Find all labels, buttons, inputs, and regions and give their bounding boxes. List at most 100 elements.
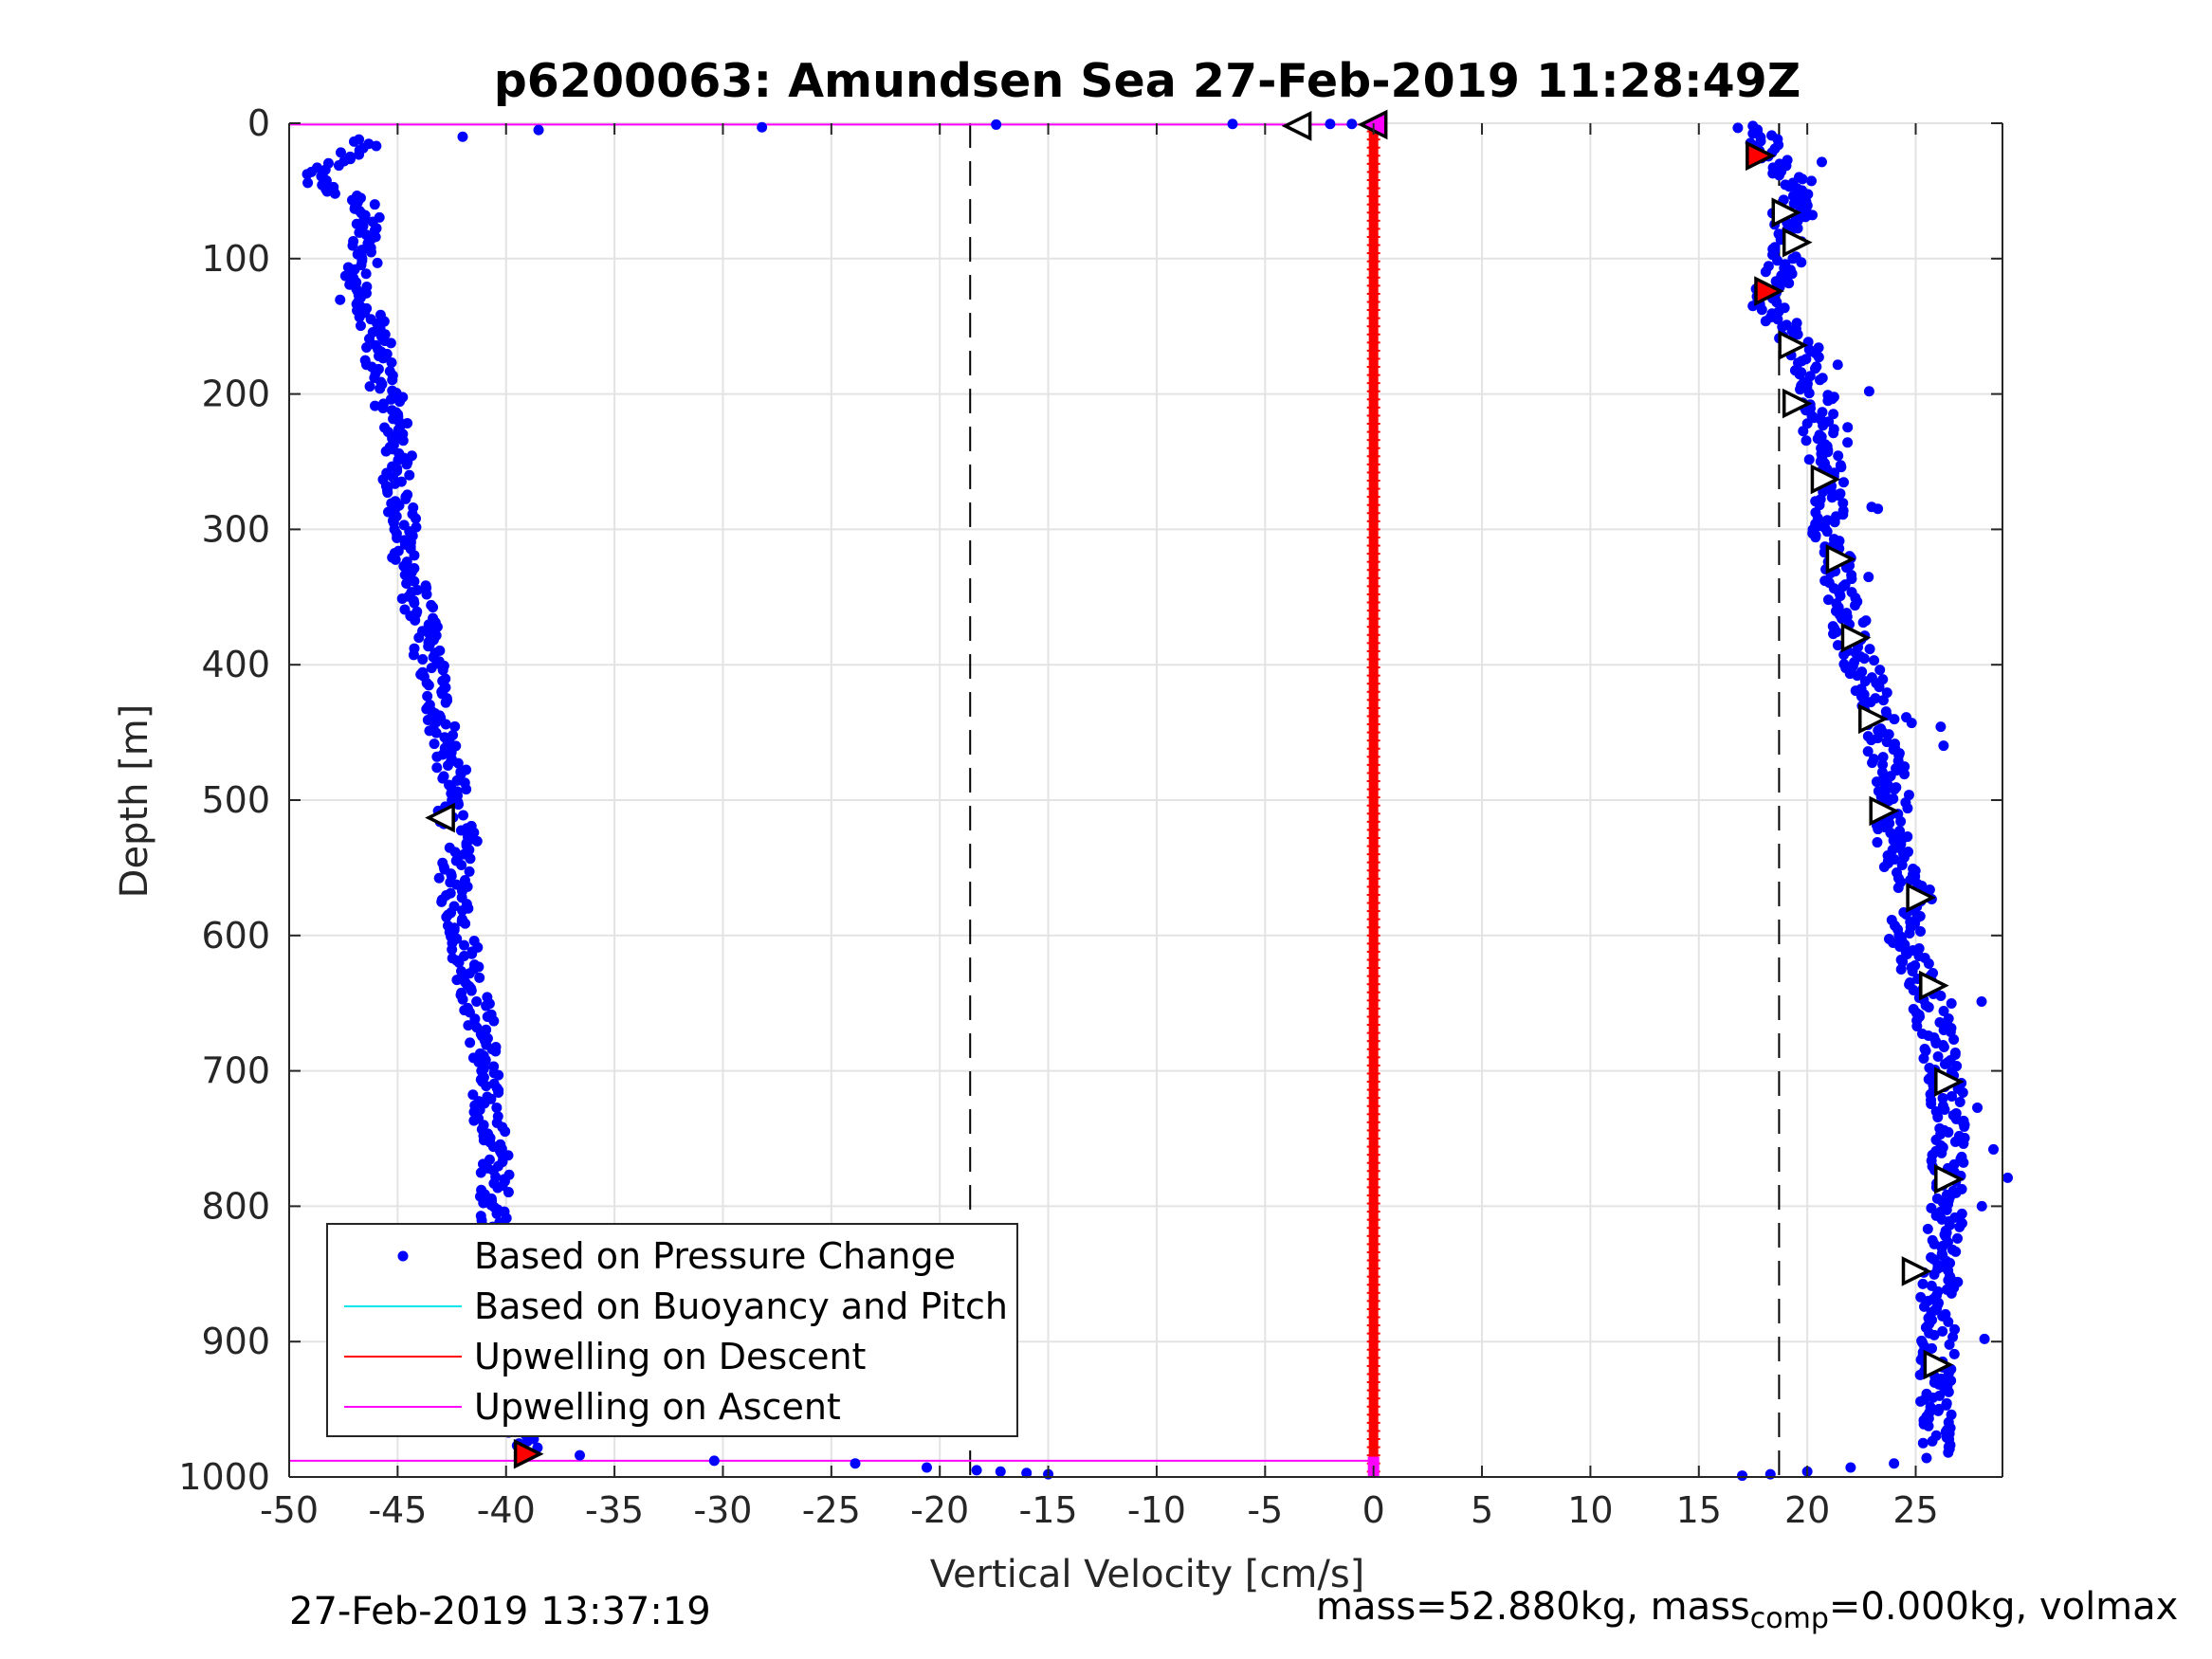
pressure-point	[1792, 223, 1803, 234]
pressure-point	[1947, 1090, 1958, 1102]
pressure-point	[1915, 926, 1927, 938]
pressure-point	[409, 550, 420, 561]
pressure-point	[1976, 995, 1987, 1007]
pressure-point	[1906, 718, 1917, 729]
pressure-point	[387, 374, 398, 386]
triangle-marker	[425, 802, 455, 833]
pressure-point	[390, 554, 401, 565]
pressure-point	[431, 762, 443, 774]
pressure-point	[471, 995, 483, 1007]
pressure-point	[380, 446, 392, 457]
pressure-point	[1832, 640, 1843, 651]
pressure-point	[1943, 1316, 1954, 1327]
pressure-point	[1923, 1001, 1934, 1012]
pressure-point	[463, 1020, 474, 1031]
pressure-point	[1867, 757, 1878, 769]
pressure-point	[1832, 359, 1843, 371]
legend-label: Upwelling on Ascent	[474, 1386, 841, 1428]
pressure-point	[382, 487, 393, 499]
pressure-point	[1806, 175, 1818, 187]
pressure-point	[1929, 1329, 1940, 1340]
pressure-point	[2002, 1172, 2014, 1183]
pressure-point	[1873, 503, 1884, 515]
pressure-point	[757, 121, 768, 133]
pressure-point	[1939, 1058, 1950, 1069]
pressure-point	[1938, 1041, 1949, 1052]
pressure-point	[991, 118, 1002, 130]
pressure-point	[361, 341, 373, 353]
pressure-point	[365, 246, 376, 258]
pressure-point	[1889, 784, 1900, 795]
x-tick-label: -35	[585, 1489, 644, 1531]
pressure-point	[1922, 1223, 1933, 1234]
pressure-point	[401, 459, 412, 470]
pressure-point	[1772, 314, 1783, 325]
footer-timestamp: 27-Feb-2019 13:37:19	[289, 1590, 711, 1633]
pressure-point	[1929, 1268, 1940, 1280]
pressure-point	[1864, 644, 1875, 655]
pressure-point	[302, 169, 313, 180]
pressure-point	[449, 720, 461, 732]
y-tick-label: 0	[247, 102, 270, 144]
pressure-point	[457, 131, 468, 142]
pressure-point	[369, 199, 380, 210]
pressure-point	[385, 337, 396, 349]
triangle-marker	[1810, 464, 1841, 495]
y-tick-label: 100	[201, 238, 270, 280]
pressure-point	[458, 810, 469, 821]
pressure-point	[422, 714, 433, 725]
pressure-point	[1760, 316, 1771, 327]
pressure-point	[372, 257, 383, 268]
pressure-point	[1895, 964, 1907, 975]
pressure-point	[1818, 420, 1829, 431]
pressure-point	[437, 773, 448, 784]
pressure-point	[440, 719, 451, 730]
pressure-point	[1810, 532, 1821, 543]
pressure-point	[1771, 297, 1782, 308]
x-tick-label: 15	[1676, 1489, 1722, 1531]
pressure-point	[1872, 837, 1883, 848]
pressure-point	[1988, 1143, 2000, 1155]
pressure-point	[371, 140, 382, 152]
pressure-point	[1774, 170, 1785, 181]
triangle-marker	[1281, 111, 1312, 141]
pressure-point	[400, 493, 411, 504]
pressure-point	[364, 333, 375, 344]
pressure-point	[471, 835, 483, 847]
pressure-point	[475, 1167, 486, 1178]
pressure-point	[490, 1046, 502, 1057]
pressure-point	[521, 1435, 533, 1447]
pressure-point	[1863, 386, 1874, 397]
pressure-point	[1881, 737, 1892, 748]
pressure-point	[329, 188, 340, 199]
x-tick-label: -5	[1247, 1489, 1283, 1531]
pressure-point	[423, 641, 434, 652]
y-tick-label: 600	[201, 915, 270, 957]
pressure-point	[1801, 435, 1812, 447]
x-tick-label: -50	[260, 1489, 319, 1531]
pressure-point	[452, 757, 464, 769]
chart-title: p6200063: Amundsen Sea 27-Feb-2019 11:28…	[494, 54, 1801, 108]
pressure-point	[1829, 517, 1840, 528]
pressure-point	[995, 1466, 1006, 1477]
pressure-point	[459, 939, 470, 951]
y-tick-label: 700	[201, 1050, 270, 1092]
pressure-point	[383, 506, 394, 518]
pressure-point	[1917, 1437, 1929, 1449]
pressure-point	[1948, 1348, 1960, 1359]
pressure-point	[1921, 1452, 1932, 1464]
axes	[288, 122, 2003, 1478]
pressure-point	[1950, 1246, 1962, 1257]
pressure-point	[1021, 1468, 1033, 1479]
legend-label: Based on Buoyancy and Pitch	[474, 1285, 1008, 1327]
triangle-marker	[1934, 1066, 1965, 1097]
pressure-point	[1877, 695, 1889, 706]
pressure-point	[1877, 752, 1889, 763]
legend-label: Based on Pressure Change	[474, 1235, 956, 1277]
pressure-point	[1954, 1221, 1965, 1232]
pressure-point	[369, 400, 380, 411]
pressure-point	[1777, 321, 1788, 333]
footer-mass-info: mass=52.880kg, masscomp=0.000kg, volmax	[1316, 1585, 2178, 1635]
pressure-point	[364, 381, 375, 392]
pressure-point	[1943, 1126, 1954, 1138]
